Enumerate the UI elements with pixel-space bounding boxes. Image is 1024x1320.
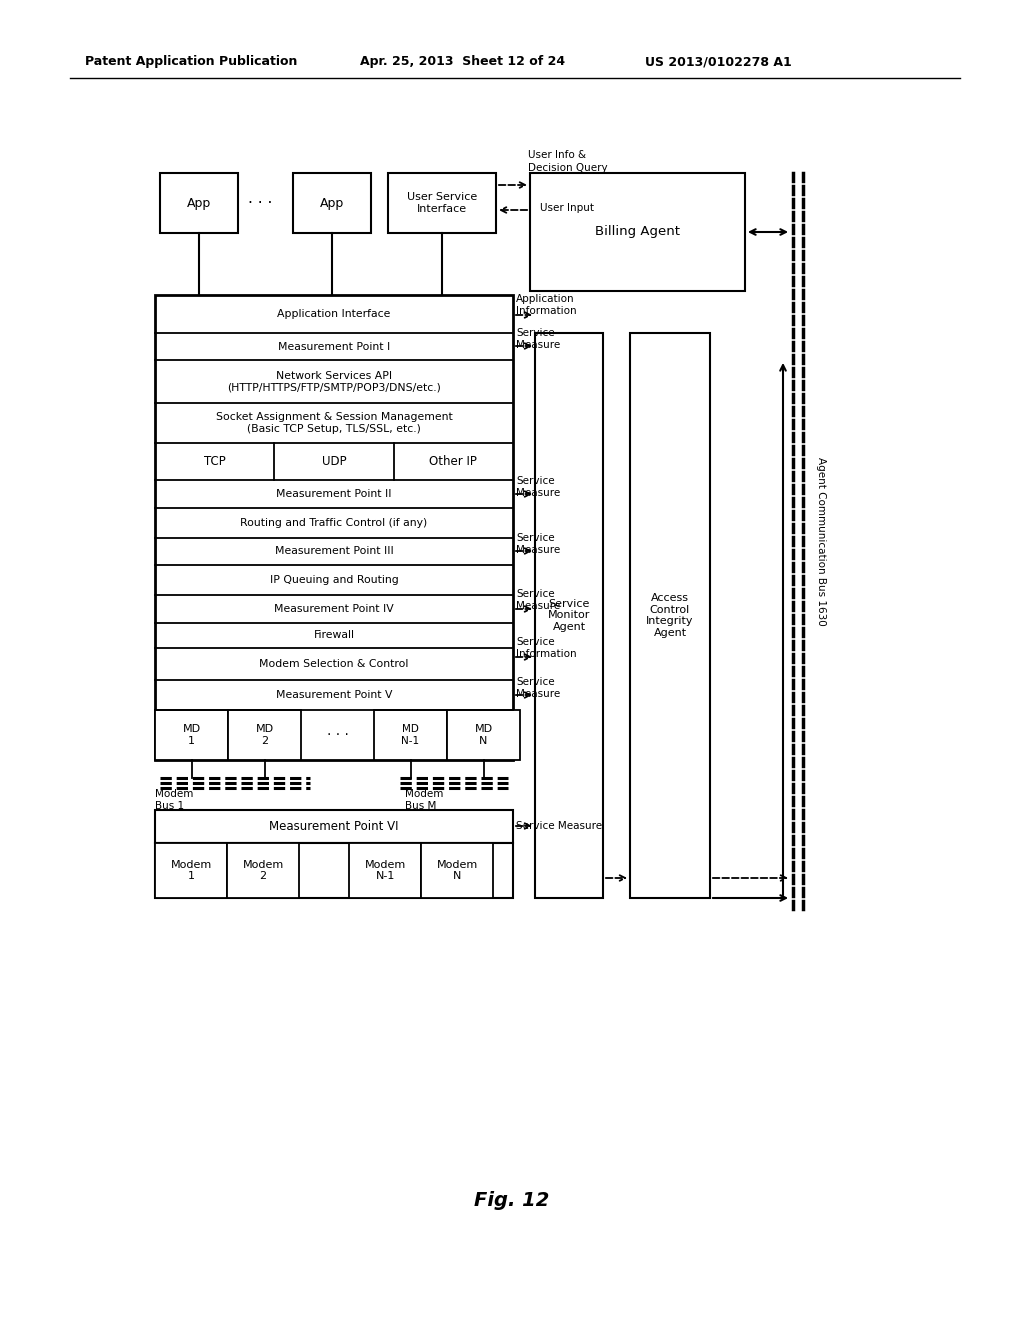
- Bar: [535, 333, 603, 898]
- Bar: [374, 710, 447, 760]
- Text: Measurement Point VI: Measurement Point VI: [269, 820, 398, 833]
- Text: UDP: UDP: [322, 455, 346, 469]
- Bar: [388, 173, 496, 234]
- Text: · · ·: · · ·: [327, 729, 348, 742]
- Text: Measurement Point IV: Measurement Point IV: [274, 605, 394, 614]
- Text: Agent Communication Bus 1630: Agent Communication Bus 1630: [816, 457, 826, 626]
- Bar: [155, 294, 513, 760]
- Bar: [422, 843, 494, 898]
- Text: Access
Control
Integrity
Agent: Access Control Integrity Agent: [646, 593, 693, 638]
- Text: Service
Measure: Service Measure: [516, 589, 560, 611]
- Text: Modem
2: Modem 2: [243, 859, 284, 882]
- Text: Apr. 25, 2013  Sheet 12 of 24: Apr. 25, 2013 Sheet 12 of 24: [360, 55, 565, 69]
- Text: Service Measure: Service Measure: [516, 821, 602, 832]
- Text: MD
N: MD N: [474, 725, 493, 746]
- Text: Modem
Bus 1: Modem Bus 1: [155, 789, 194, 810]
- Bar: [155, 710, 228, 760]
- Text: Decision Query: Decision Query: [528, 162, 607, 173]
- Text: TCP: TCP: [204, 455, 225, 469]
- Bar: [155, 843, 227, 898]
- Text: App: App: [186, 197, 211, 210]
- Text: User Service
Interface: User Service Interface: [407, 193, 477, 214]
- Text: Service
Measure: Service Measure: [516, 677, 560, 698]
- Text: Service
Information: Service Information: [516, 638, 577, 659]
- Bar: [227, 843, 299, 898]
- Text: User Info &: User Info &: [528, 150, 586, 160]
- Text: IP Queuing and Routing: IP Queuing and Routing: [269, 576, 398, 585]
- Bar: [155, 843, 513, 898]
- Text: Measurement Point V: Measurement Point V: [275, 690, 392, 700]
- Bar: [447, 710, 520, 760]
- Text: Service
Monitor
Agent: Service Monitor Agent: [548, 599, 590, 632]
- Text: Modem
Bus M: Modem Bus M: [406, 789, 443, 810]
- Bar: [349, 843, 422, 898]
- Text: Fig. 12: Fig. 12: [474, 1191, 550, 1209]
- Text: Routing and Traffic Control (if any): Routing and Traffic Control (if any): [241, 517, 428, 528]
- Bar: [630, 333, 710, 898]
- Text: Service
Measure: Service Measure: [516, 329, 560, 350]
- Text: Service
Measure: Service Measure: [516, 477, 560, 498]
- Text: Firewall: Firewall: [313, 631, 354, 640]
- Text: US 2013/0102278 A1: US 2013/0102278 A1: [645, 55, 792, 69]
- Text: Billing Agent: Billing Agent: [595, 226, 680, 239]
- Text: MD
2: MD 2: [255, 725, 273, 746]
- Text: MD
N-1: MD N-1: [401, 725, 420, 746]
- Bar: [530, 173, 745, 290]
- Text: Service
Measure: Service Measure: [516, 533, 560, 554]
- Text: App: App: [319, 197, 344, 210]
- Text: Modem
N-1: Modem N-1: [365, 859, 407, 882]
- Text: Modem
1: Modem 1: [170, 859, 212, 882]
- Text: Application Interface: Application Interface: [278, 309, 391, 319]
- Text: Modem Selection & Control: Modem Selection & Control: [259, 659, 409, 669]
- Text: MD
1: MD 1: [182, 725, 201, 746]
- Text: User Input: User Input: [540, 203, 594, 213]
- Text: Network Services API
(HTTP/HTTPS/FTP/SMTP/POP3/DNS/etc.): Network Services API (HTTP/HTTPS/FTP/SMT…: [227, 371, 441, 392]
- Text: Socket Assignment & Session Management
(Basic TCP Setup, TLS/SSL, etc.): Socket Assignment & Session Management (…: [216, 412, 453, 434]
- Text: Patent Application Publication: Patent Application Publication: [85, 55, 297, 69]
- Text: Measurement Point II: Measurement Point II: [276, 488, 392, 499]
- Bar: [293, 173, 371, 234]
- Bar: [160, 173, 238, 234]
- Text: Measurement Point I: Measurement Point I: [278, 342, 390, 351]
- Text: Measurement Point III: Measurement Point III: [274, 546, 393, 557]
- Text: · · ·: · · ·: [248, 195, 272, 210]
- Bar: [228, 710, 301, 760]
- Text: Application
Information: Application Information: [516, 294, 577, 315]
- Text: Modem
N: Modem N: [437, 859, 478, 882]
- Bar: [155, 810, 513, 843]
- Text: Other IP: Other IP: [429, 455, 477, 469]
